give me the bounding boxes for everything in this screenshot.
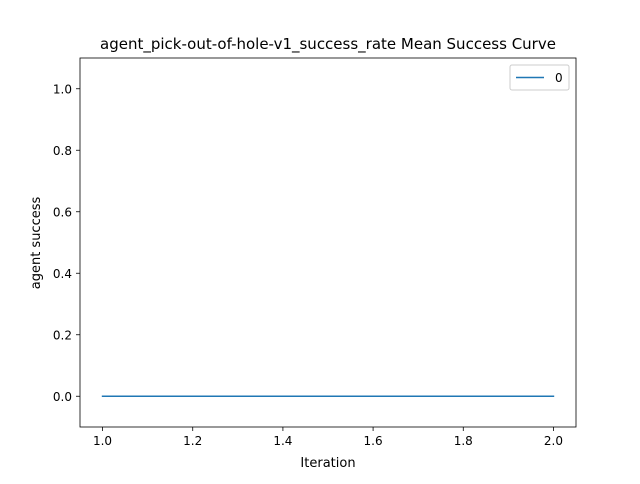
- x-tick-label: 1.0: [93, 434, 112, 448]
- chart-title: agent_pick-out-of-hole-v1_success_rate M…: [100, 35, 556, 54]
- legend-label: 0: [555, 71, 563, 85]
- x-tick-label: 1.4: [273, 434, 292, 448]
- y-axis-label: agent success: [29, 197, 44, 290]
- y-tick-label: 0.2: [53, 328, 72, 342]
- axes-frame: [79, 57, 577, 428]
- plot-area: [79, 57, 577, 428]
- x-tick-label: 1.8: [454, 434, 473, 448]
- x-axis-ticks: 1.0 1.2 1.4 1.6 1.8 2.0: [93, 427, 563, 448]
- y-tick-label: 0.6: [53, 205, 72, 219]
- x-tick-label: 1.6: [364, 434, 383, 448]
- x-tick-label: 2.0: [544, 434, 563, 448]
- legend: 0: [509, 64, 570, 91]
- y-axis-ticks: 0.0 0.2 0.4 0.6 0.8 1.0: [53, 82, 80, 404]
- x-axis-label: Iteration: [300, 456, 355, 471]
- x-tick-label: 1.2: [183, 434, 202, 448]
- y-tick-label: 0.4: [53, 267, 72, 281]
- y-tick-label: 0.0: [53, 390, 72, 404]
- y-tick-label: 0.8: [53, 144, 72, 158]
- y-tick-label: 1.0: [53, 82, 72, 96]
